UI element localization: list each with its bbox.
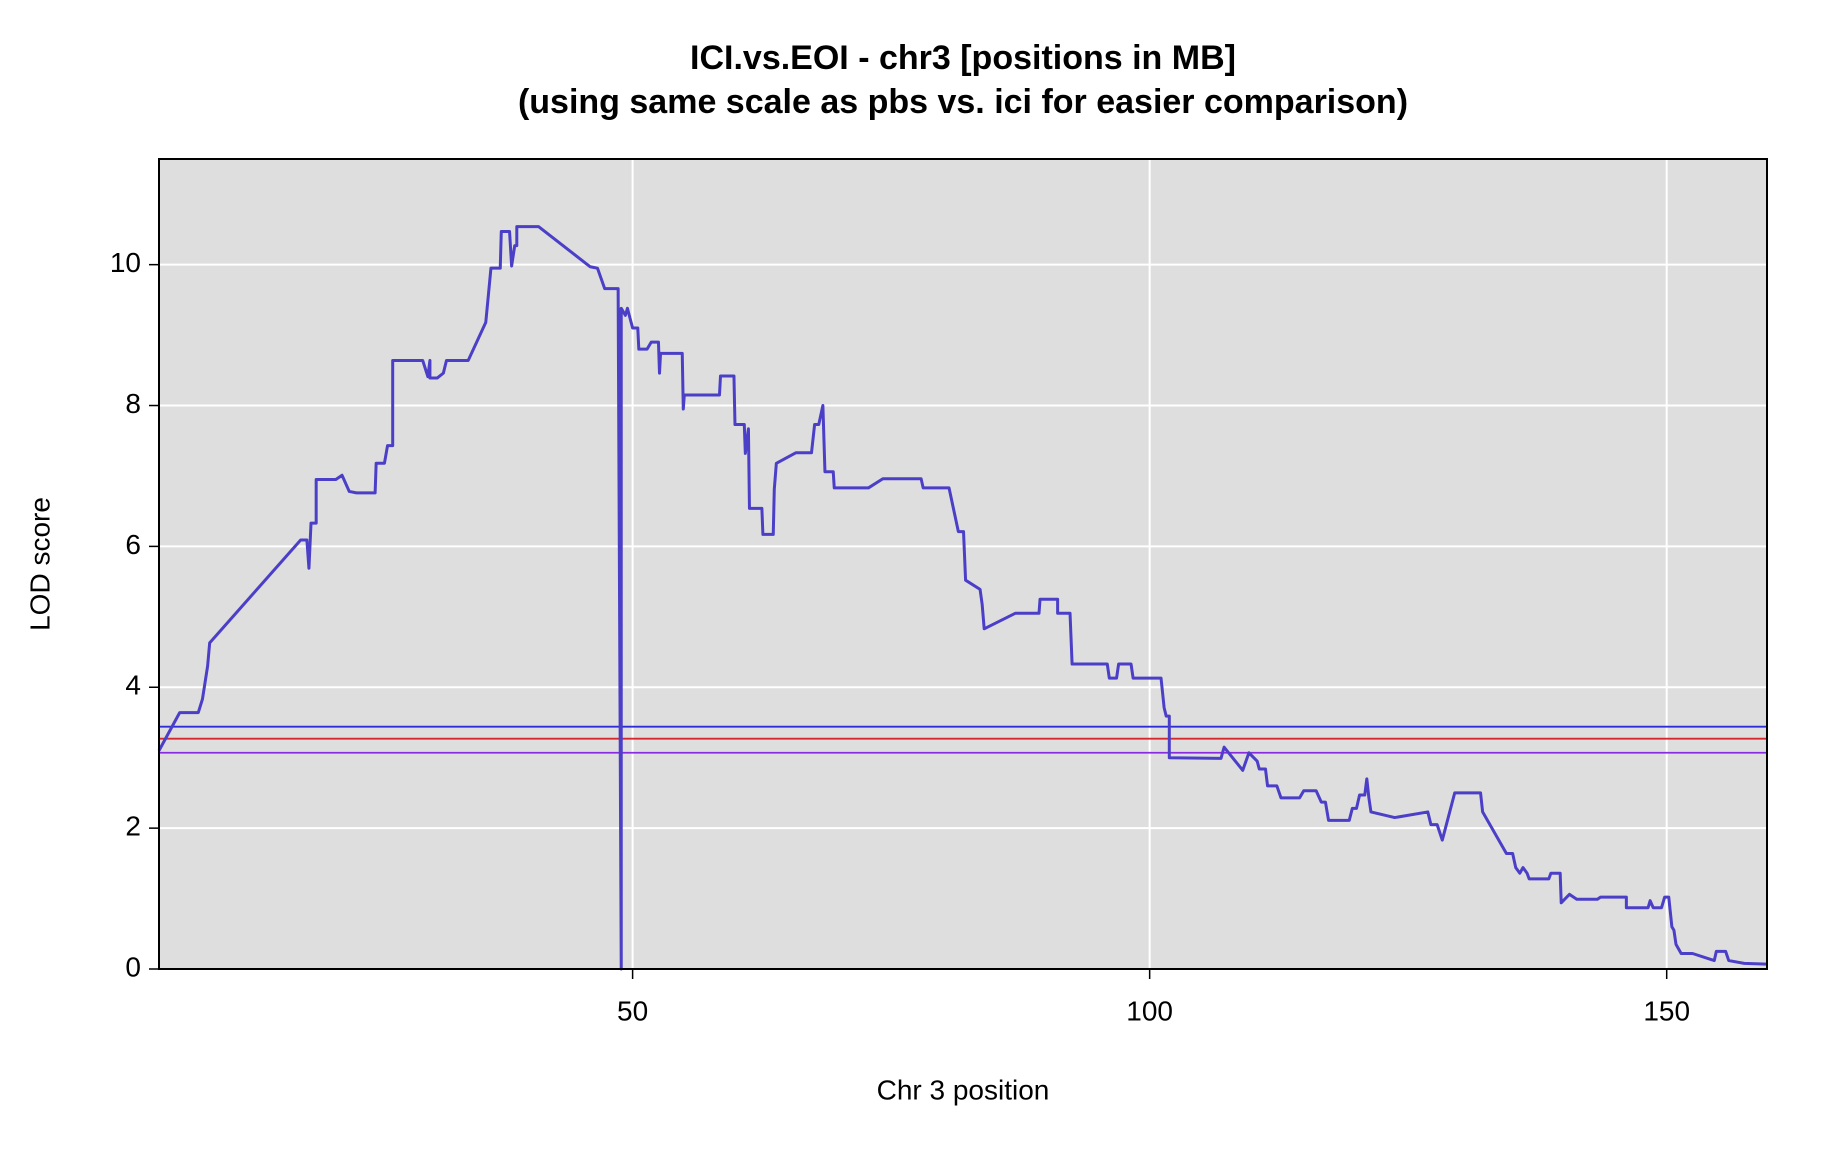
plot-background	[159, 159, 1767, 969]
chart-subtitle: (using same scale as pbs vs. ici for eas…	[518, 83, 1408, 121]
chart-title: ICI.vs.EOI - chr3 [positions in MB]	[690, 39, 1236, 77]
x-tick-label: 150	[1643, 995, 1690, 1026]
y-tick-label: 8	[125, 388, 141, 419]
x-tick-label: 100	[1126, 995, 1173, 1026]
y-tick-label: 2	[125, 811, 141, 842]
plot-frame	[158, 158, 1768, 970]
x-tick-label: 50	[617, 995, 648, 1026]
data-line	[157, 225, 1768, 971]
x-axis-label: Chr 3 position	[877, 1074, 1050, 1105]
y-tick-label: 0	[125, 951, 141, 982]
y-tick-label: 6	[125, 529, 141, 560]
y-axis-label: LOD score	[24, 497, 55, 631]
y-tick-label: 4	[125, 670, 141, 701]
y-tick-label: 10	[110, 247, 141, 278]
